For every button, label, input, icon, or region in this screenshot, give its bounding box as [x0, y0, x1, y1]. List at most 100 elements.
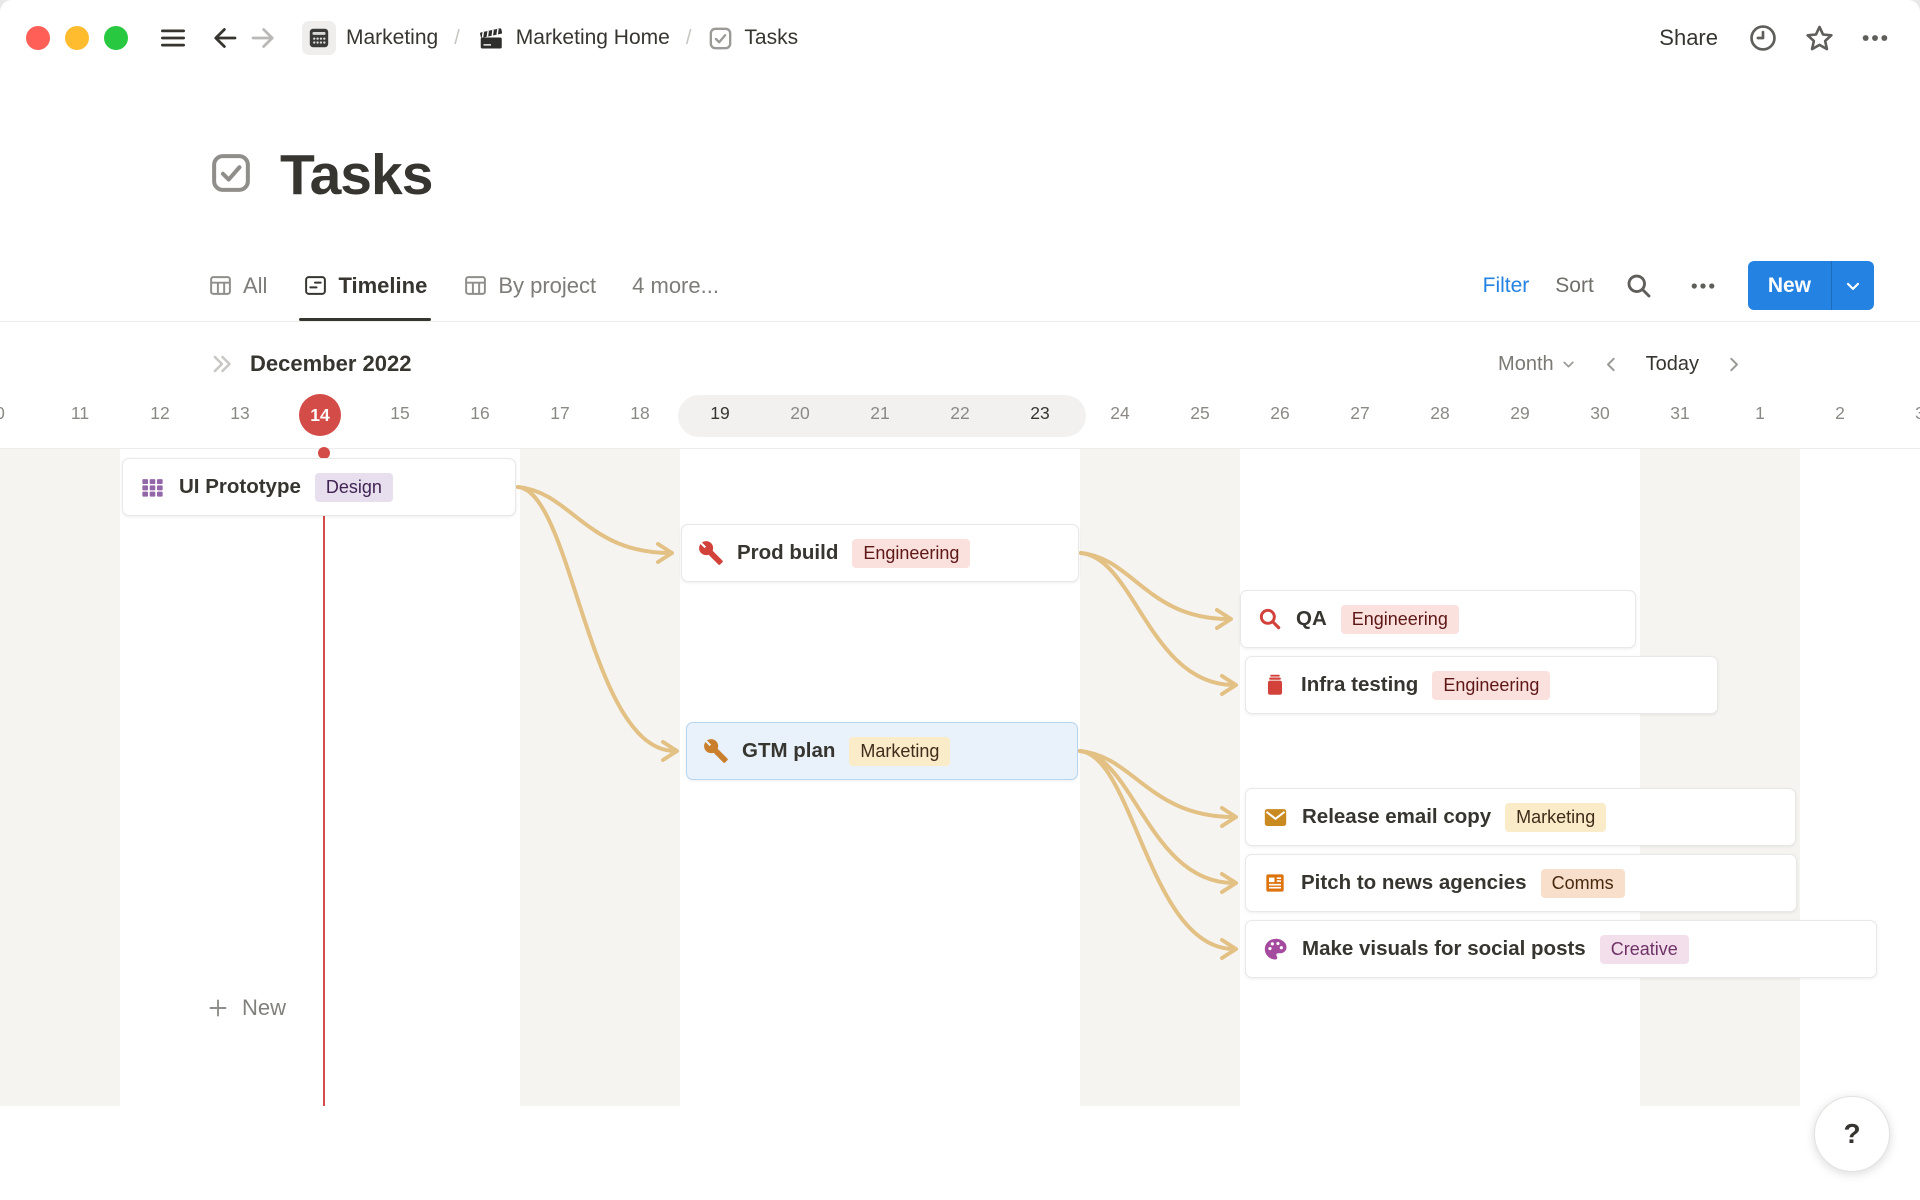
tab-all[interactable]: All	[208, 250, 267, 321]
tab-4-more[interactable]: 4 more...	[632, 250, 719, 321]
share-button[interactable]: Share	[1659, 25, 1718, 50]
table-icon	[208, 273, 233, 298]
date-cell[interactable]: 25	[1190, 403, 1210, 423]
date-cell[interactable]: 18	[630, 403, 650, 423]
date-cell[interactable]: 19	[710, 403, 730, 423]
date-cell[interactable]: 24	[1110, 403, 1130, 423]
help-button[interactable]: ?	[1814, 1096, 1890, 1172]
timeline-scale-select[interactable]: Month	[1498, 353, 1577, 376]
traffic-lights	[26, 26, 128, 50]
date-cell[interactable]: 2	[1835, 403, 1845, 423]
today-button[interactable]: Today	[1645, 352, 1699, 375]
forward-icon[interactable]	[244, 19, 282, 57]
weekend-column-band	[1640, 449, 1800, 1106]
date-cell[interactable]: 3	[1915, 403, 1920, 424]
tab-label: Timeline	[338, 272, 428, 298]
date-cell[interactable]: 17	[550, 403, 570, 423]
new-button-label[interactable]: New	[1767, 273, 1811, 297]
tab-by-project[interactable]: By project	[463, 250, 596, 321]
task-title: GTM plan	[742, 739, 836, 762]
date-cell[interactable]: 27	[1350, 403, 1370, 423]
date-cell[interactable]: 16	[470, 403, 490, 423]
date-cell[interactable]: 13	[230, 403, 250, 423]
sidebar-menu-icon[interactable]	[154, 19, 192, 57]
date-cell[interactable]: 15	[390, 403, 410, 423]
timeline-scale-label: Month	[1498, 352, 1554, 375]
task-tag-marketing: Marketing	[1505, 802, 1607, 832]
date-cell[interactable]: 21	[870, 403, 890, 423]
favorite-star-icon[interactable]	[1800, 19, 1838, 57]
checkbox-icon	[707, 25, 734, 52]
task-title: Make visuals for social posts	[1302, 937, 1586, 960]
search-icon	[1257, 606, 1283, 632]
date-cell[interactable]: 12	[150, 403, 170, 423]
page-checkbox-icon[interactable]	[208, 150, 254, 201]
help-question-mark: ?	[1843, 1118, 1861, 1149]
date-cell[interactable]: 30	[1590, 403, 1610, 423]
more-options-icon[interactable]	[1856, 19, 1894, 57]
envelope-icon	[1262, 804, 1289, 831]
date-cell[interactable]: 0	[0, 403, 5, 424]
date-cell[interactable]: 22	[950, 403, 970, 423]
weekend-column-band	[0, 449, 120, 1106]
breadcrumb-separator: /	[685, 26, 692, 49]
zoom-window-button[interactable]	[104, 26, 128, 50]
date-cell[interactable]: 20	[790, 403, 810, 423]
new-button[interactable]: New	[1747, 261, 1874, 310]
next-month-icon[interactable]	[1723, 354, 1744, 375]
task-card-make-visuals[interactable]: Make visuals for social posts Creative	[1245, 920, 1877, 978]
date-cell-today[interactable]: 14	[299, 394, 341, 436]
task-card-release-email-copy[interactable]: Release email copy Marketing	[1245, 788, 1796, 846]
plus-icon	[209, 999, 227, 1017]
task-card-pitch-to-news-agencies[interactable]: Pitch to news agencies Comms	[1245, 854, 1797, 912]
palette-icon	[1262, 936, 1289, 963]
breadcrumb-item-marketing[interactable]: Marketing	[296, 18, 444, 58]
task-card-infra-testing[interactable]: Infra testing Engineering	[1245, 656, 1718, 714]
chevron-down-icon	[1563, 361, 1574, 367]
view-tabs-bar: All Timeline By project 4 more... Filter So…	[0, 250, 1920, 322]
calendar-icon	[302, 21, 336, 55]
date-cell[interactable]: 29	[1510, 403, 1530, 423]
minimize-window-button[interactable]	[65, 26, 89, 50]
new-task-row-button[interactable]: New	[206, 995, 286, 1021]
new-chevron-down-icon[interactable]	[1832, 261, 1874, 310]
date-cell[interactable]: 1	[1755, 403, 1765, 423]
prev-month-icon[interactable]	[1601, 354, 1622, 375]
task-card-gtm-plan[interactable]: GTM plan Marketing	[686, 722, 1078, 780]
search-icon[interactable]	[1620, 267, 1658, 305]
wrench-icon	[703, 738, 729, 764]
date-cell[interactable]: 26	[1270, 403, 1290, 423]
task-tag-engineering: Engineering	[1340, 604, 1459, 634]
today-marker-line	[323, 449, 325, 1106]
breadcrumb-label: Tasks	[744, 26, 799, 49]
view-options-icon[interactable]	[1684, 267, 1722, 305]
date-cell[interactable]: 31	[1670, 403, 1690, 423]
task-tag-engineering: Engineering	[852, 538, 971, 568]
task-title: Infra testing	[1301, 673, 1419, 696]
date-cell[interactable]: 11	[70, 403, 90, 423]
breadcrumb-item-marketing-home[interactable]: Marketing Home	[470, 20, 676, 56]
task-card-qa[interactable]: QA Engineering	[1240, 590, 1636, 648]
task-title: Pitch to news agencies	[1301, 871, 1527, 894]
date-cell[interactable]: 23	[1030, 403, 1050, 423]
date-cell[interactable]: 28	[1430, 403, 1450, 423]
collapse-chevrons-icon[interactable]	[210, 351, 236, 377]
history-clock-icon[interactable]	[1744, 19, 1782, 57]
breadcrumb-item-tasks[interactable]: Tasks	[701, 22, 804, 55]
task-card-prod-build[interactable]: Prod build Engineering	[681, 524, 1079, 582]
filter-button[interactable]: Filter	[1482, 273, 1530, 297]
task-title: Prod build	[737, 541, 839, 564]
task-tag-engineering: Engineering	[1432, 670, 1551, 700]
task-card-ui-prototype[interactable]: UI Prototype Design	[122, 458, 516, 516]
page-header: Tasks	[208, 142, 433, 208]
tab-timeline[interactable]: Timeline	[299, 250, 432, 321]
close-window-button[interactable]	[26, 26, 50, 50]
timeline-date-strip: 0111213141516171819202122232425262728293…	[0, 390, 1920, 448]
breadcrumb: Marketing / Marketing Home / Tasks	[296, 18, 804, 58]
grid-icon	[139, 474, 166, 501]
table-icon	[463, 273, 488, 298]
tab-label: 4 more...	[632, 272, 719, 298]
sort-button[interactable]: Sort	[1555, 273, 1594, 297]
back-icon[interactable]	[206, 19, 244, 57]
